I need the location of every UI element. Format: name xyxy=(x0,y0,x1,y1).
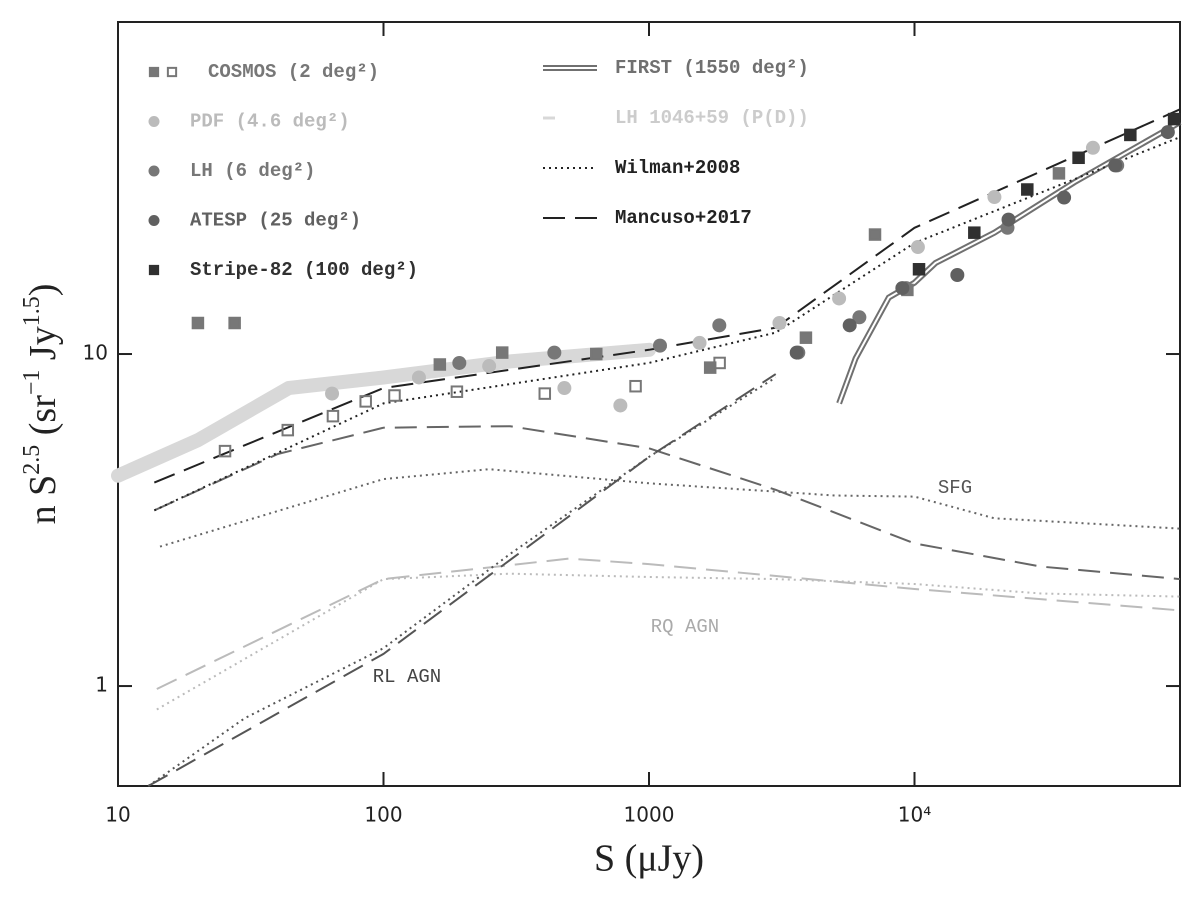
data-point xyxy=(482,359,497,374)
component-line xyxy=(147,373,777,787)
data-point xyxy=(1167,112,1181,126)
data-point xyxy=(228,316,241,330)
legend-label: COSMOS (2 deg²) xyxy=(208,61,379,83)
model-line xyxy=(111,342,656,483)
legend-label: PDF (4.6 deg²) xyxy=(190,111,350,133)
legend-label: LH (6 deg²) xyxy=(190,160,315,182)
data-point xyxy=(987,190,1002,205)
data-point xyxy=(1085,140,1100,155)
y-axis-label-part: (sr xyxy=(22,395,64,445)
y-axis-label: n S2.5 (sr−1 Jy1.5) xyxy=(19,284,64,525)
model-line xyxy=(153,136,1181,512)
data-point xyxy=(895,281,910,296)
data-point xyxy=(1072,151,1085,165)
data-point xyxy=(950,267,965,282)
y-tick-label: 10 xyxy=(83,341,108,365)
y-axis-label-part: ) xyxy=(22,284,64,297)
data-point xyxy=(547,345,562,360)
y-tick-label: 1 xyxy=(95,673,108,697)
data-point xyxy=(450,385,464,398)
data-point xyxy=(868,228,882,241)
x-tick-label: 100 xyxy=(364,803,402,827)
legend-marker xyxy=(166,66,178,78)
annotation: RL AGN xyxy=(373,666,441,688)
annotation: RQ AGN xyxy=(651,616,719,638)
data-point xyxy=(1160,125,1175,140)
data-point xyxy=(359,395,372,408)
data-point xyxy=(325,386,340,401)
x-tick-label: 10⁴ xyxy=(898,803,931,827)
data-point xyxy=(1108,158,1123,173)
model-line-inner xyxy=(838,121,1181,404)
data-point xyxy=(1052,167,1066,180)
legend-marker xyxy=(148,116,160,127)
legend-marker xyxy=(148,215,160,226)
data-point xyxy=(912,263,926,276)
legend-label: Stripe-82 (100 deg²) xyxy=(190,259,418,281)
legend-label: FIRST (1550 deg²) xyxy=(615,57,809,79)
data-point xyxy=(433,358,447,371)
model-line xyxy=(836,119,1182,405)
y-axis-label-sup: 2.5 xyxy=(19,445,45,475)
y-axis-label-sup: −1 xyxy=(19,370,45,396)
data-point xyxy=(703,361,717,374)
data-point xyxy=(191,316,205,330)
data-point xyxy=(842,318,857,333)
y-axis-label-part: n S xyxy=(22,475,64,525)
x-axis-label: S (μJy) xyxy=(594,838,704,880)
legend-marker xyxy=(148,264,160,276)
data-point xyxy=(799,331,813,344)
component-line xyxy=(153,425,1181,581)
legend-label: Wilman+2008 xyxy=(615,157,740,179)
component-line xyxy=(156,557,1181,690)
data-point xyxy=(557,381,572,396)
data-point xyxy=(452,355,467,370)
legend-label: ATESP (25 deg²) xyxy=(190,210,361,232)
component-line xyxy=(156,572,1181,711)
data-point xyxy=(832,291,847,306)
x-tick-label: 1000 xyxy=(624,803,675,827)
data-point xyxy=(1021,183,1034,196)
data-point xyxy=(772,316,787,331)
data-point xyxy=(1001,212,1016,227)
model-line xyxy=(153,108,1181,484)
data-point xyxy=(789,345,804,360)
data-point xyxy=(218,444,232,458)
annotation: SFG xyxy=(938,477,972,499)
data-point xyxy=(326,409,340,423)
plot-frame xyxy=(117,21,1181,787)
data-point xyxy=(1057,190,1072,205)
data-point xyxy=(538,387,552,400)
data-point xyxy=(495,346,509,359)
data-point xyxy=(281,423,295,437)
data-point xyxy=(613,398,628,413)
data-point xyxy=(1124,128,1137,142)
legend-label: LH 1046+59 (P(D)) xyxy=(615,107,809,129)
legend-label: Mancuso+2017 xyxy=(615,207,752,229)
data-point xyxy=(968,226,981,239)
data-point xyxy=(629,379,642,393)
legend-marker xyxy=(148,165,160,177)
y-axis-label-sup: 1.5 xyxy=(19,296,45,326)
legend-marker xyxy=(148,66,160,78)
y-axis-label-part: Jy xyxy=(22,326,64,369)
data-point xyxy=(411,370,426,385)
component-line xyxy=(147,376,777,787)
x-tick-label: 10 xyxy=(105,803,130,827)
data-point xyxy=(590,347,603,361)
data-point xyxy=(852,310,867,325)
data-point xyxy=(692,335,707,350)
data-point xyxy=(712,318,727,333)
data-point xyxy=(910,240,925,255)
data-point xyxy=(652,338,667,353)
component-line xyxy=(159,468,1181,548)
data-point xyxy=(388,389,401,402)
